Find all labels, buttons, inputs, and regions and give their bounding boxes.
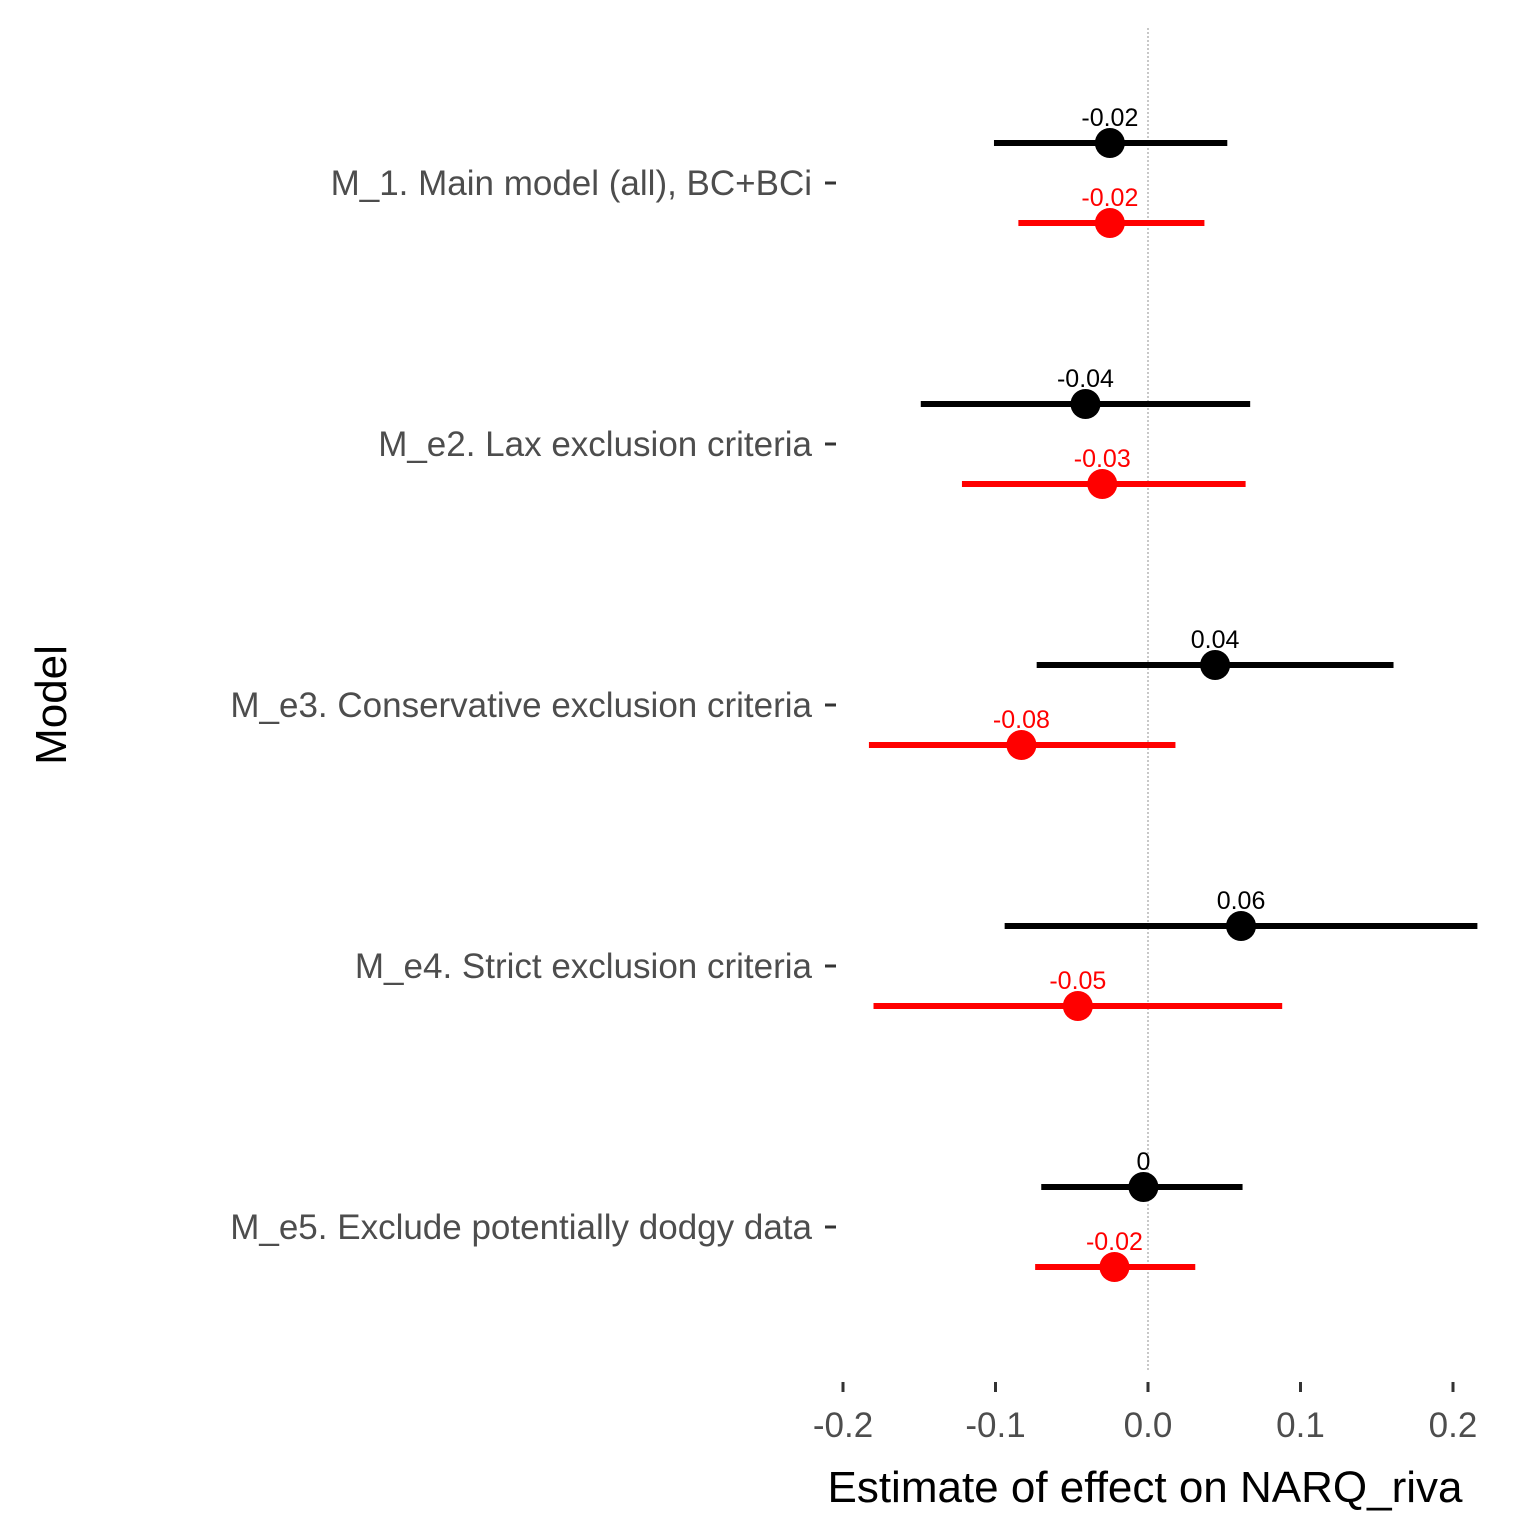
x-tick-label: -0.1 (965, 1406, 1025, 1445)
estimate-label: 0.06 (1217, 887, 1266, 915)
estimate-point (1094, 208, 1125, 238)
estimate-point (1094, 128, 1125, 158)
x-axis: -0.2 -0.1 0.0 0.1 0.2 (813, 1382, 1477, 1445)
estimate-label: -0.02 (1081, 184, 1138, 212)
y-tick-label: M_e2. Lax exclusion criteria (378, 425, 812, 464)
estimate-point (1200, 650, 1231, 680)
y-tick-label: M_e3. Conservative exclusion criteria (230, 686, 812, 725)
estimate-label: -0.02 (1086, 1228, 1143, 1256)
estimate-label: -0.02 (1081, 104, 1138, 132)
x-tick-label: 0.0 (1124, 1406, 1173, 1445)
y-axis: M_1. Main model (all), BC+BCi M_e2. Lax e… (230, 164, 836, 1247)
estimate-point (1128, 1172, 1159, 1202)
estimate-point (1099, 1252, 1130, 1282)
estimate-point (1226, 911, 1257, 941)
estimate-label: -0.08 (993, 706, 1050, 734)
y-axis-title: Model (27, 645, 76, 765)
y-tick-label: M_e4. Strict exclusion criteria (355, 947, 813, 986)
x-tick-label: 0.1 (1276, 1406, 1325, 1445)
estimate-label: 0 (1136, 1148, 1150, 1176)
x-tick-label: 0.2 (1429, 1406, 1478, 1445)
estimate-label: 0.04 (1191, 626, 1240, 654)
y-tick-label: M_1. Main model (all), BC+BCi (331, 164, 812, 203)
estimate-point (1062, 991, 1093, 1021)
estimate-label: -0.03 (1074, 445, 1131, 473)
estimate-point (1087, 469, 1118, 499)
estimate-point (1006, 730, 1037, 760)
x-tick-label: -0.2 (813, 1406, 873, 1445)
estimate-label: -0.04 (1057, 365, 1114, 393)
estimate-label: -0.05 (1049, 967, 1106, 995)
estimate-point (1070, 389, 1101, 419)
x-axis-title: Estimate of effect on NARQ_riva (827, 1463, 1463, 1512)
y-tick-label: M_e5. Exclude potentially dodgy data (230, 1208, 812, 1247)
chart-marks: -0.02 -0.04 0.04 0.06 0 -0.02 -0.03 -0.08 -0.05 -… (868, 104, 1478, 1282)
